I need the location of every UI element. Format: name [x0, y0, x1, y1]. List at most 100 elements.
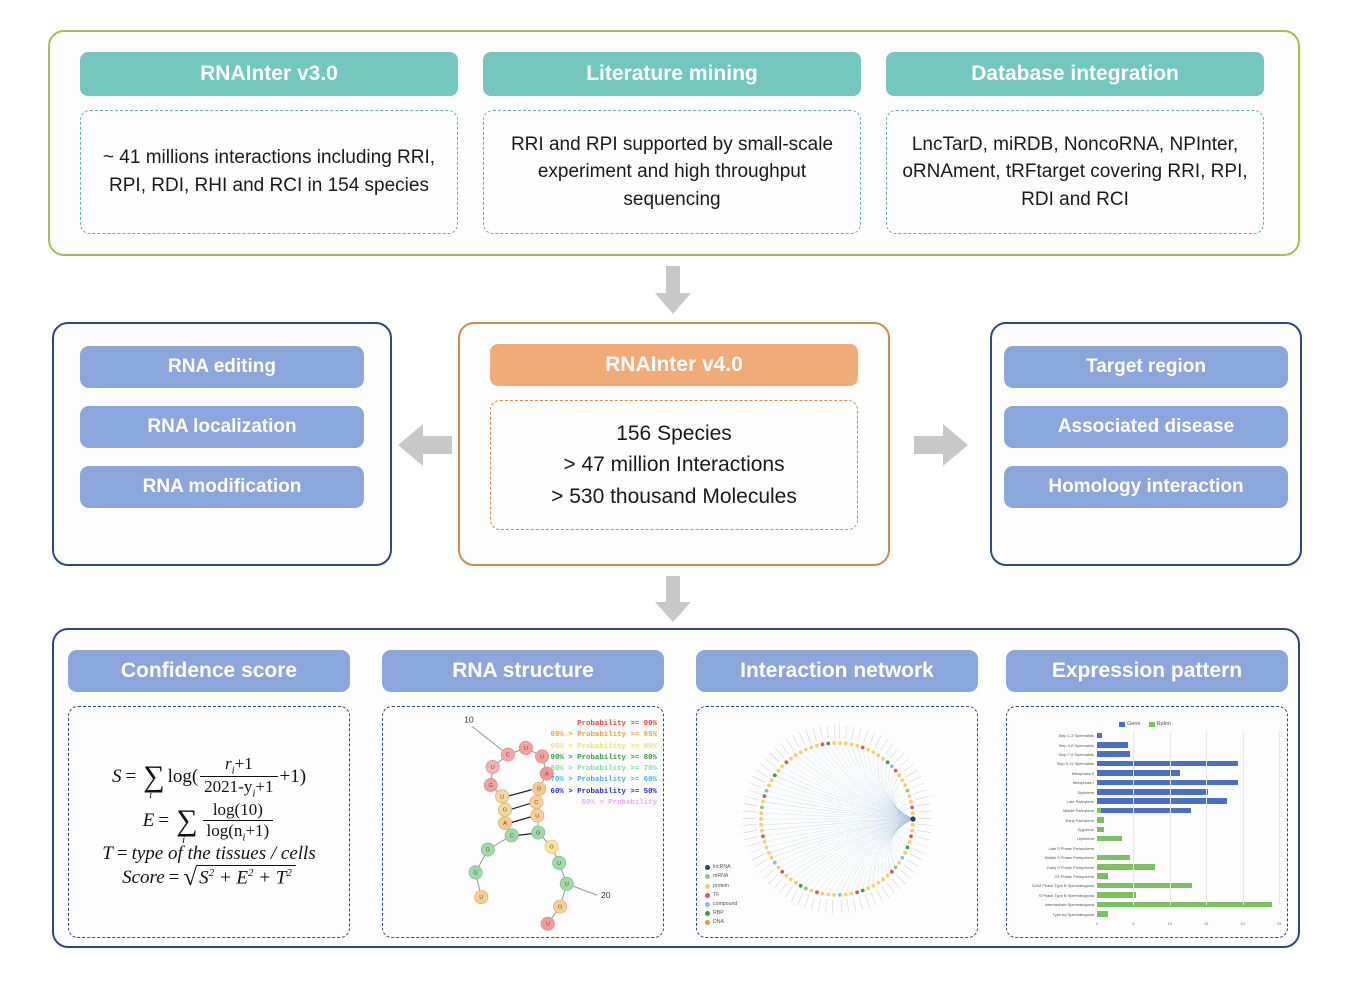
network-node[interactable]	[907, 794, 912, 798]
network-node[interactable]	[759, 822, 764, 827]
network-node[interactable]	[866, 747, 870, 752]
network-node[interactable]	[910, 805, 914, 810]
network-node[interactable]	[855, 743, 859, 748]
feature-rna-modification[interactable]: RNA modification	[80, 466, 364, 508]
network-node[interactable]	[893, 865, 898, 870]
network-node[interactable]	[776, 768, 781, 773]
chart-bar[interactable]	[1097, 751, 1131, 757]
chart-bar[interactable]	[1097, 779, 1238, 786]
network-node[interactable]	[793, 880, 798, 885]
network-node[interactable]	[900, 778, 905, 783]
network-node[interactable]	[832, 741, 836, 745]
network-node[interactable]	[789, 877, 793, 882]
network-node[interactable]	[798, 750, 803, 755]
network-node[interactable]	[760, 805, 764, 810]
chart-bar[interactable]	[1097, 873, 1108, 880]
network-node[interactable]	[764, 788, 769, 793]
chart-bar[interactable]	[1097, 760, 1239, 767]
feature-rna-editing[interactable]: RNA editing	[80, 346, 364, 388]
network-node[interactable]	[900, 855, 905, 860]
network-node[interactable]	[759, 811, 764, 816]
network-node[interactable]	[767, 783, 771, 788]
network-node[interactable]	[780, 764, 785, 769]
network-node[interactable]	[885, 760, 890, 765]
network-node[interactable]	[843, 741, 848, 746]
chart-bar[interactable]	[1097, 826, 1105, 833]
chart-bar[interactable]	[1097, 864, 1156, 870]
chart-bar[interactable]	[1097, 732, 1103, 739]
network-node[interactable]	[903, 783, 907, 788]
network-node[interactable]	[849, 891, 854, 896]
network-node[interactable]	[760, 828, 764, 833]
network-node[interactable]	[866, 886, 870, 891]
network-node[interactable]	[910, 822, 915, 827]
network-node[interactable]	[838, 741, 842, 745]
network-node[interactable]	[905, 845, 910, 850]
network-node[interactable]	[820, 891, 825, 896]
network-node[interactable]	[897, 860, 902, 865]
network-node[interactable]	[762, 840, 767, 844]
chart-bar[interactable]	[1097, 892, 1137, 898]
chart-bar[interactable]	[1097, 911, 1108, 917]
network-node[interactable]	[761, 799, 765, 804]
network-node[interactable]	[798, 883, 803, 888]
network-node[interactable]	[815, 743, 819, 748]
network-node[interactable]	[815, 890, 819, 895]
network-node[interactable]	[849, 742, 854, 747]
network-node[interactable]	[860, 745, 865, 750]
network-node[interactable]	[885, 873, 890, 878]
network-node[interactable]	[876, 880, 881, 885]
chart-bar[interactable]	[1097, 770, 1180, 776]
network-node[interactable]	[903, 850, 907, 855]
network-node[interactable]	[809, 745, 814, 750]
network-node[interactable]	[784, 760, 789, 765]
network-node[interactable]	[809, 888, 814, 893]
network-node[interactable]	[761, 834, 765, 839]
chart-bar[interactable]	[1097, 798, 1228, 804]
network-node[interactable]	[832, 893, 836, 897]
network-node[interactable]	[826, 741, 831, 746]
network-node[interactable]	[767, 850, 771, 855]
network-node[interactable]	[772, 773, 777, 778]
network-node[interactable]	[769, 855, 774, 860]
network-node[interactable]	[897, 773, 902, 778]
network-node[interactable]	[910, 811, 915, 816]
network-node[interactable]	[876, 753, 881, 758]
network-node[interactable]	[762, 794, 767, 798]
network-node[interactable]	[772, 860, 777, 865]
network-node[interactable]	[907, 840, 912, 844]
network-node[interactable]	[909, 834, 913, 839]
network-node[interactable]	[893, 768, 898, 773]
network-node[interactable]	[843, 892, 848, 897]
network-node[interactable]	[889, 764, 894, 769]
chart-bar[interactable]	[1097, 854, 1130, 861]
chart-bar[interactable]	[1097, 835, 1123, 842]
feature-homology-interaction[interactable]: Homology interaction	[1004, 466, 1288, 508]
feature-rna-localization[interactable]: RNA localization	[80, 406, 364, 448]
chart-bar[interactable]	[1097, 901, 1272, 908]
chart-bar[interactable]	[1097, 807, 1101, 814]
feature-target-region[interactable]: Target region	[1004, 346, 1288, 388]
network-node[interactable]	[838, 893, 842, 897]
chart-bar[interactable]	[1097, 788, 1209, 795]
network-node[interactable]	[910, 816, 916, 822]
network-node[interactable]	[881, 877, 885, 882]
chart-bar[interactable]	[1097, 807, 1191, 814]
network-node[interactable]	[871, 883, 876, 888]
network-node[interactable]	[784, 873, 789, 878]
network-node[interactable]	[804, 886, 808, 891]
network-node[interactable]	[871, 750, 876, 755]
network-node[interactable]	[909, 799, 913, 804]
network-node[interactable]	[776, 865, 781, 870]
network-node[interactable]	[780, 869, 785, 874]
network-node[interactable]	[855, 890, 859, 895]
network-node[interactable]	[889, 869, 894, 874]
chart-bar[interactable]	[1097, 817, 1105, 823]
network-node[interactable]	[789, 756, 793, 761]
network-node[interactable]	[804, 747, 808, 752]
network-node[interactable]	[826, 892, 831, 897]
network-node[interactable]	[820, 742, 825, 747]
feature-associated-disease[interactable]: Associated disease	[1004, 406, 1288, 448]
chart-bar[interactable]	[1097, 882, 1192, 889]
network-node[interactable]	[793, 753, 798, 758]
